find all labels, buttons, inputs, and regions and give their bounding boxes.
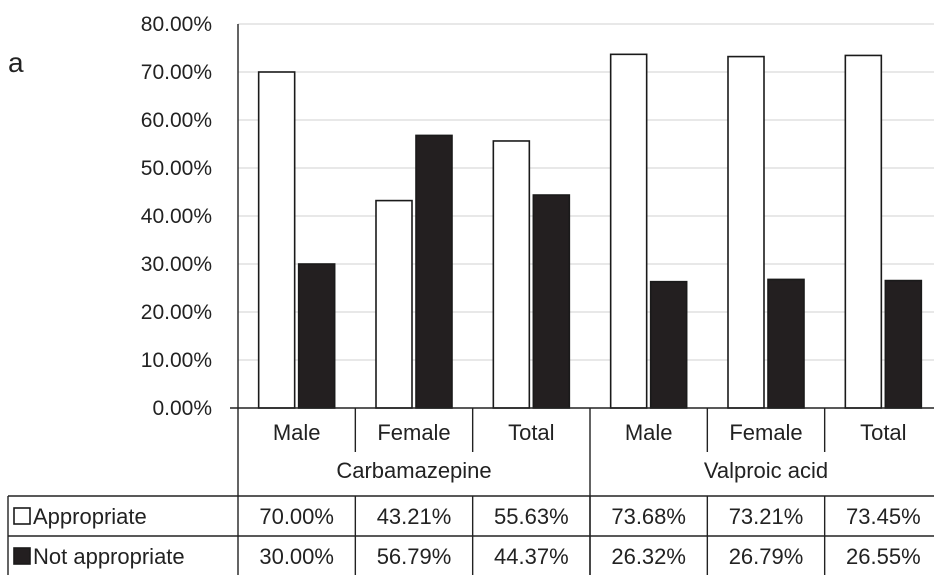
bar-not-appropriate (767, 278, 805, 409)
data-table-value: 43.21% (377, 504, 452, 529)
data-table-value: 44.37% (494, 544, 569, 569)
y-tick-label: 70.00% (141, 61, 212, 84)
group-label: Carbamazepine (336, 458, 491, 483)
data-table-value: 55.63% (494, 504, 569, 529)
x-category-label: Total (860, 420, 906, 445)
bar-appropriate (375, 199, 413, 409)
bar-not-appropriate (415, 134, 453, 409)
data-table-value: 56.79% (377, 544, 452, 569)
data-table-value: 26.79% (729, 544, 804, 569)
x-category-label: Total (508, 420, 554, 445)
y-tick-label: 10.00% (141, 349, 212, 372)
legend-swatch-appropriate (13, 507, 31, 525)
y-tick-label: 0.00% (152, 397, 212, 420)
y-tick-label: 50.00% (141, 157, 212, 180)
legend-swatch-not-appropriate (13, 547, 31, 565)
bar-not-appropriate (884, 279, 923, 409)
data-table-value: 30.00% (259, 544, 334, 569)
bar-not-appropriate (649, 280, 688, 409)
y-tick-label: 30.00% (141, 253, 212, 276)
y-tick-label: 80.00% (141, 13, 212, 36)
data-table-value: 26.55% (846, 544, 921, 569)
bar-appropriate (844, 54, 883, 409)
bar-appropriate (492, 140, 531, 409)
legend-label: Appropriate (33, 504, 147, 529)
data-table-value: 73.68% (611, 504, 686, 529)
x-category-label: Female (729, 420, 802, 445)
panel-label: a (8, 47, 24, 78)
y-tick-label: 40.00% (141, 205, 212, 228)
y-tick-label: 20.00% (141, 301, 212, 324)
bar-not-appropriate (297, 263, 336, 409)
data-table-value: 73.45% (846, 504, 921, 529)
bar-appropriate (609, 53, 648, 409)
x-category-label: Male (625, 420, 673, 445)
group-label: Valproic acid (704, 458, 828, 483)
data-table-value: 73.21% (729, 504, 804, 529)
x-category-label: Female (377, 420, 450, 445)
bar-appropriate (257, 71, 296, 409)
bar-appropriate (727, 55, 765, 409)
x-category-label: Male (273, 420, 321, 445)
data-table-value: 26.32% (611, 544, 686, 569)
y-tick-label: 60.00% (141, 109, 212, 132)
data-table-value: 70.00% (259, 504, 334, 529)
bar-not-appropriate (532, 194, 571, 409)
legend-label: Not appropriate (33, 544, 185, 569)
